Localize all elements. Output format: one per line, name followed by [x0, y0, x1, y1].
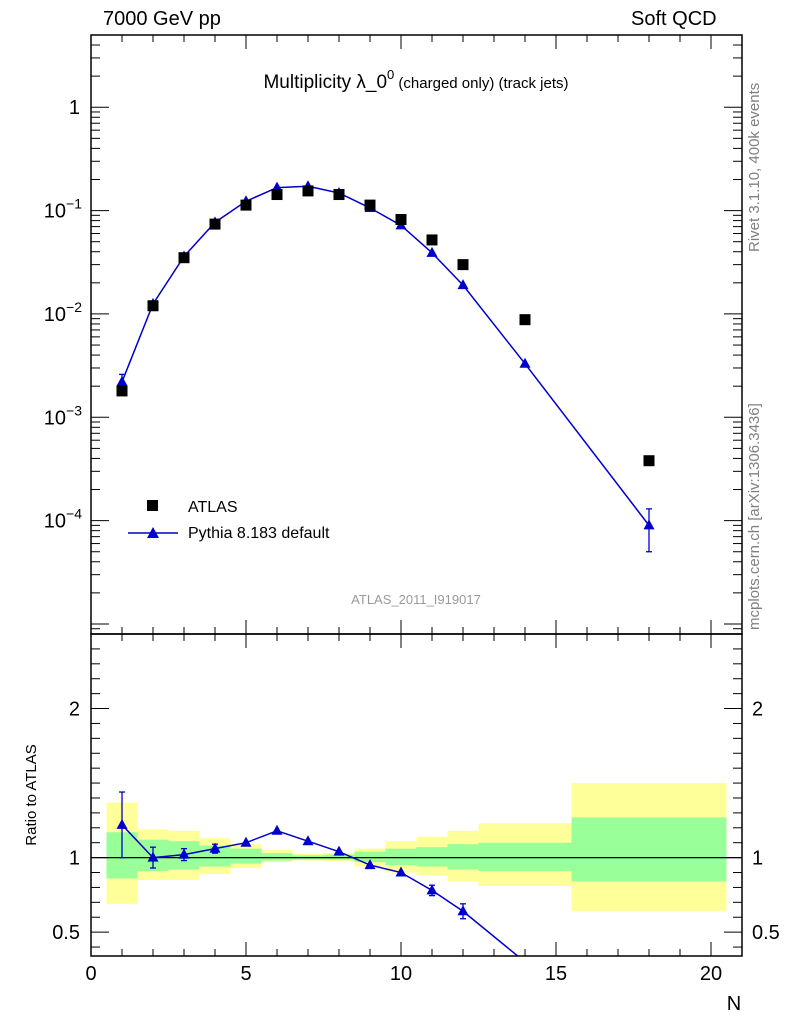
ratio-y-tick-label-left: 1 [69, 848, 80, 870]
atlas-point [333, 189, 345, 201]
ratio-point [209, 842, 221, 853]
ratio-ticks [90, 634, 743, 956]
inner-uncertainty-band [261, 853, 293, 861]
atlas-point [302, 185, 314, 197]
pythia-point [116, 375, 128, 386]
ratio-y-tick-labels: 0.5 0.5 1 1 2 2 [52, 699, 780, 945]
atlas-point [147, 300, 159, 312]
inner-uncertainty-band [385, 848, 417, 866]
legend-pythia-marker [147, 527, 159, 538]
atlas-point [364, 199, 376, 211]
atlas-point [209, 218, 221, 230]
legend-pythia-label: Pythia 8.183 default [188, 525, 330, 542]
main-series-layer [116, 180, 655, 553]
ratio-point [147, 851, 159, 862]
main-frame [90, 34, 743, 635]
inner-uncertainty-band [447, 844, 479, 870]
atlas-point [457, 259, 469, 271]
pythia-point [643, 519, 655, 530]
atlas-point [395, 213, 407, 225]
ratio-panel: 0.5 0.5 1 1 2 2 0 5 10 15 20 Ratio to ATLAS N [23, 633, 780, 1015]
inner-uncertainty-band [478, 842, 572, 872]
legend-atlas-marker [147, 500, 158, 511]
soft-qcd-label: Soft QCD [631, 8, 717, 30]
legend-atlas-label: ATLAS [188, 499, 238, 516]
top-y-tick-label: 10−4 [44, 506, 82, 533]
uncertainty-bands [106, 783, 727, 912]
ratio-frame [90, 633, 743, 957]
x-tick-label: 20 [700, 963, 722, 985]
atlas-point [426, 234, 438, 246]
ratio-point [457, 905, 469, 916]
ratio-point [333, 845, 345, 856]
atlas-point [643, 455, 655, 467]
ratio-point [426, 884, 438, 895]
ratio-y-tick-label-left: 2 [69, 699, 80, 721]
ratio-y-tick-label-right: 2 [752, 699, 763, 721]
ratio-y-tick-label-right: 1 [752, 848, 763, 870]
x-tick-label: 10 [390, 963, 412, 985]
x-tick-label: 5 [240, 963, 251, 985]
atlas-point [271, 189, 283, 201]
ratio-series-layer [116, 791, 519, 956]
ratio-point [364, 859, 376, 870]
energy-label: 7000 GeV pp [103, 8, 221, 30]
x-tick-label: 15 [545, 963, 567, 985]
inner-uncertainty-band [230, 848, 262, 864]
pythia-series-line [121, 185, 650, 526]
main-panel: 1 10−1 10−2 10−3 10−4 Multiplicity λ_00 (cha… [44, 34, 743, 635]
ratio-point [240, 836, 252, 847]
pythia-point [457, 279, 469, 290]
x-tick-label: 0 [85, 963, 96, 985]
top-y-tick-label: 10−3 [44, 402, 82, 429]
top-y-tick-label: 10−1 [44, 196, 82, 223]
legend: ATLAS Pythia 8.183 default [128, 499, 330, 542]
atlas-point [116, 385, 128, 397]
ratio-point [302, 835, 314, 846]
pythia-point [426, 246, 438, 257]
ratio-point [178, 848, 190, 859]
atlas-point [519, 314, 531, 326]
ratio-point [395, 866, 407, 877]
ratio-point [271, 824, 283, 835]
analysis-watermark: ATLAS_2011_I919017 [351, 592, 481, 607]
top-y-tick-label: 10−2 [44, 299, 82, 326]
chart-title: Multiplicity λ_00 (charged only) (track … [263, 67, 568, 93]
ratio-y-tick-label-left: 0.5 [52, 922, 80, 944]
ratio-y-axis-label: Ratio to ATLAS [23, 744, 40, 845]
x-tick-labels: 0 5 10 15 20 [85, 963, 722, 985]
main-y-tick-labels: 1 10−1 10−2 10−3 10−4 [44, 97, 82, 532]
inner-uncertainty-band [354, 851, 386, 863]
main-ticks [90, 34, 743, 635]
ratio-point [116, 818, 128, 829]
atlas-point [240, 199, 252, 211]
ratio-y-tick-label-right: 0.5 [752, 922, 780, 944]
atlas-point [178, 252, 190, 264]
x-axis-label: N [727, 993, 741, 1015]
pythia-point [519, 357, 531, 368]
inner-uncertainty-band [416, 847, 448, 867]
top-y-tick-label: 1 [69, 97, 80, 119]
inner-uncertainty-band [571, 817, 727, 882]
